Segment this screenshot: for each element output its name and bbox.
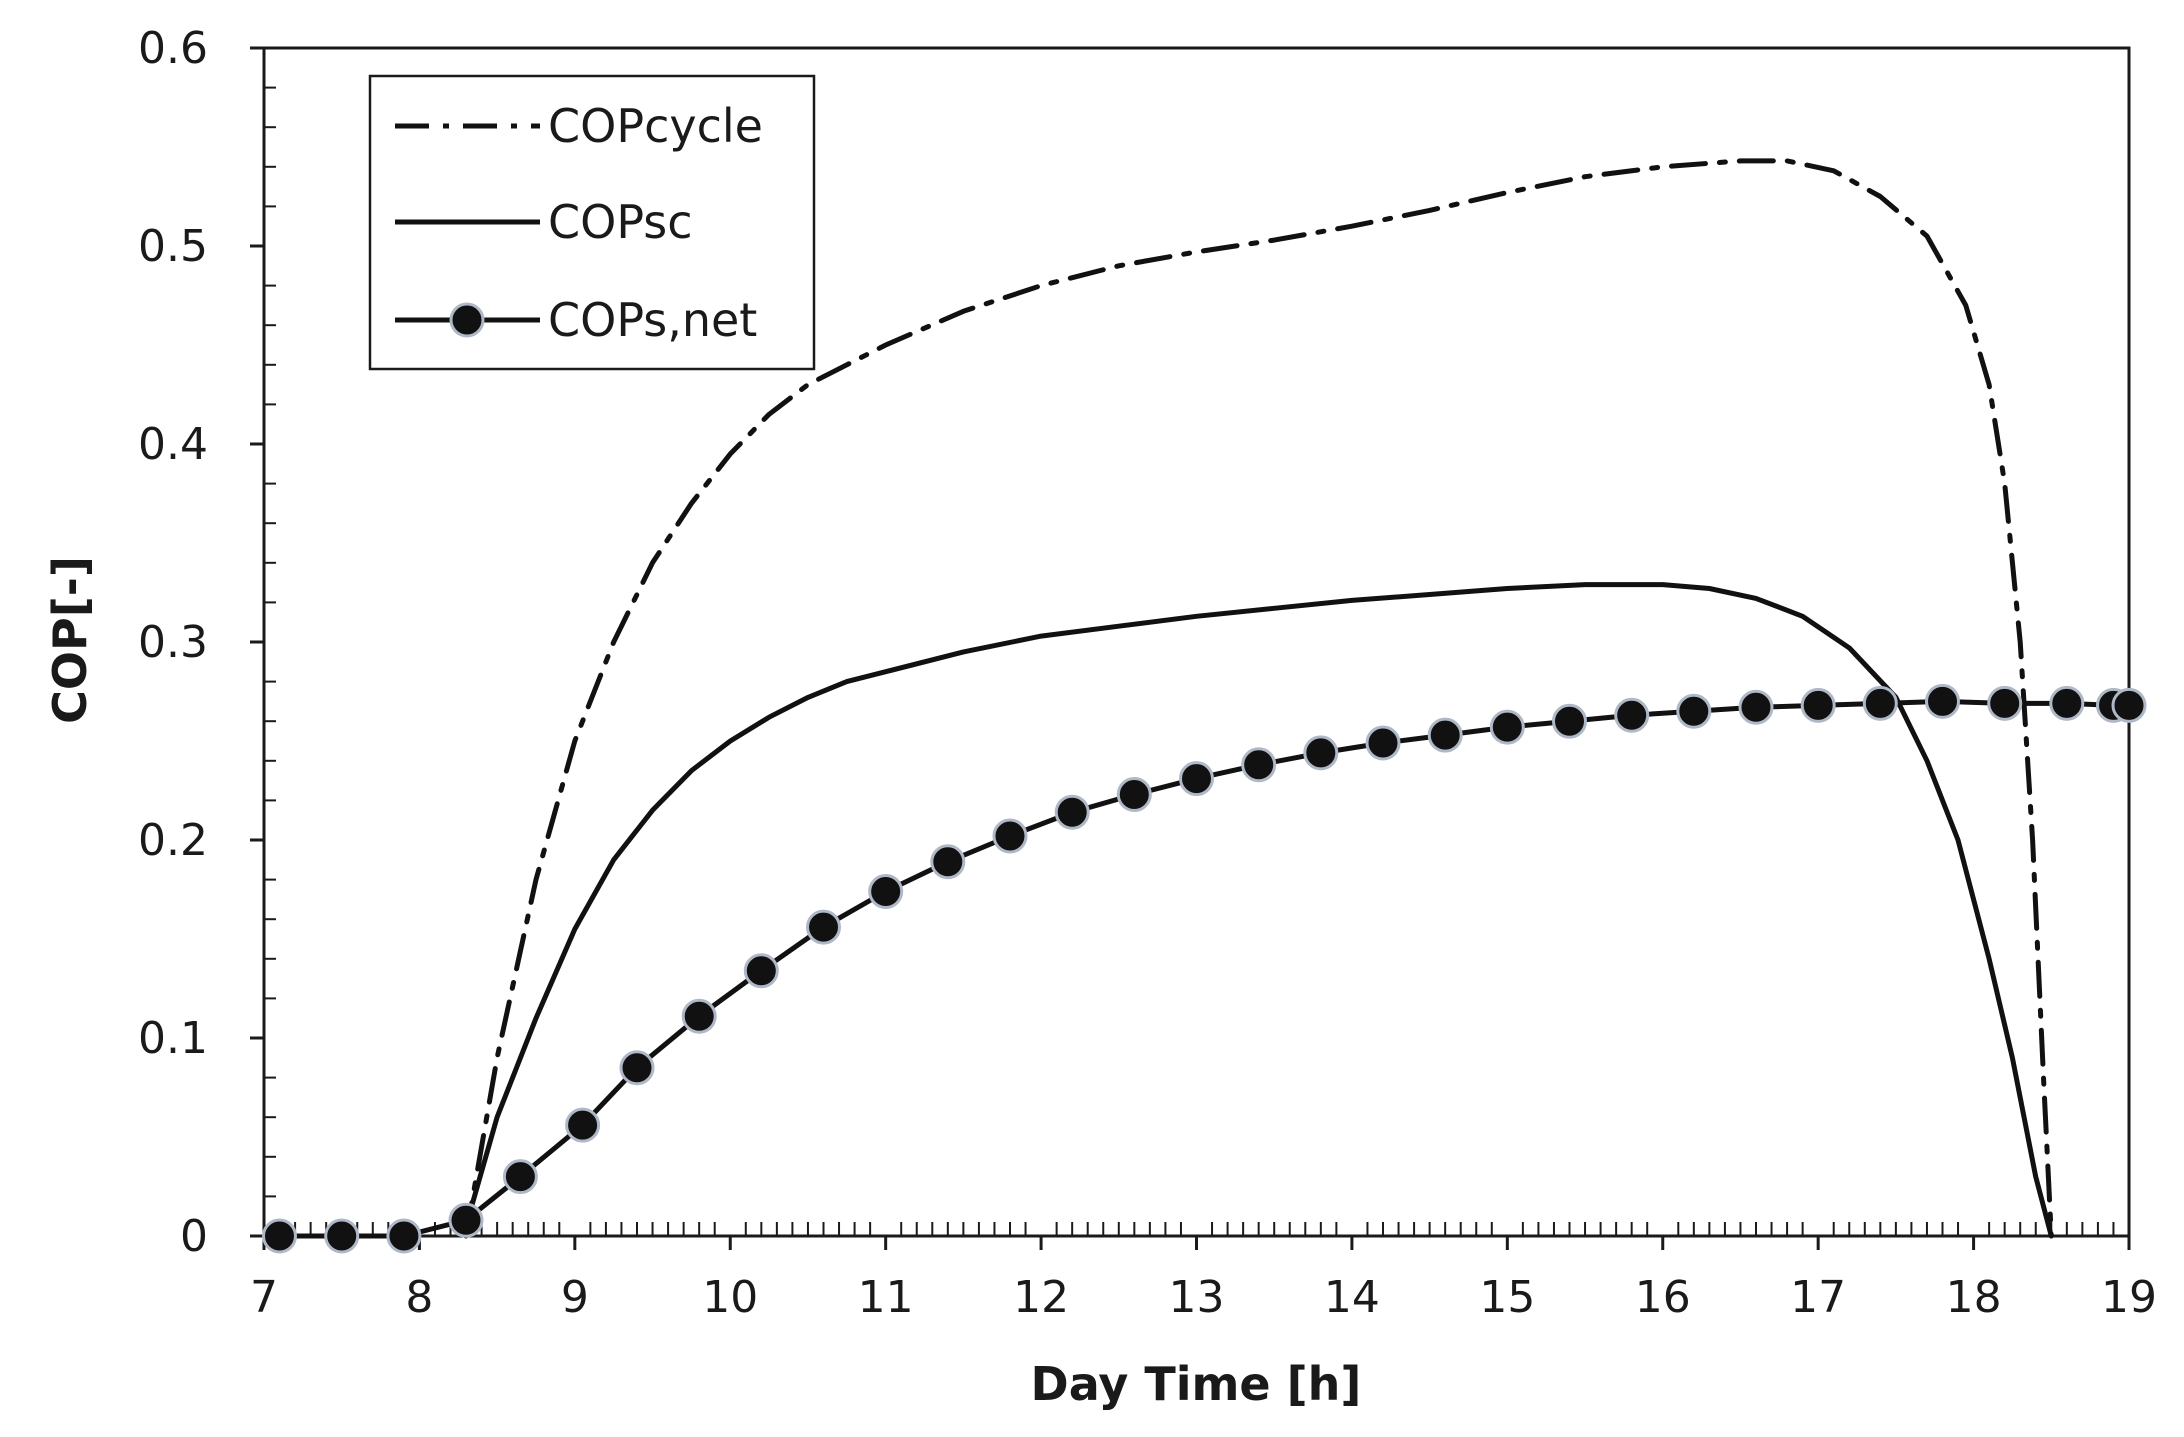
x-tick-label: 10 xyxy=(702,1272,758,1323)
data-point-copsnet xyxy=(992,818,1028,854)
data-point-copsnet xyxy=(1552,703,1587,739)
data-point-copsnet xyxy=(1738,689,1774,725)
legend-item-copsc: COPsc xyxy=(395,195,693,249)
x-axis-ticks: 7 8 9 10 11 12 13 14 15 16 17 18 19 xyxy=(250,1236,2157,1323)
data-point-copsnet xyxy=(1116,777,1152,812)
x-tick-label: 15 xyxy=(1479,1272,1535,1323)
legend-label-copsnet: COPs,net xyxy=(548,293,757,347)
data-point-copsnet xyxy=(806,909,841,945)
legend: COPcycle COPsc COPs,net xyxy=(368,74,816,371)
series-layer xyxy=(262,158,2147,1254)
data-point-copsnet xyxy=(1987,685,2023,721)
x-tick-label: 14 xyxy=(1324,1272,1380,1323)
y-tick-label: 0.1 xyxy=(138,1013,208,1064)
data-point-copsnet xyxy=(386,1218,422,1254)
data-point-copsnet xyxy=(1676,693,1712,729)
data-point-copsnet xyxy=(2049,685,2085,721)
x-tick-label: 17 xyxy=(1790,1272,1846,1323)
data-point-copsnet xyxy=(1179,761,1214,797)
legend-item-copsnet: COPs,net xyxy=(395,293,757,347)
data-point-copsnet xyxy=(502,1159,538,1195)
y-tick-label: 0.5 xyxy=(138,221,208,272)
x-tick-label: 16 xyxy=(1635,1272,1691,1323)
y-tick-label: 0.4 xyxy=(138,419,208,470)
x-tick-label: 18 xyxy=(1946,1272,2002,1323)
data-point-copsnet xyxy=(1303,735,1339,771)
data-point-copsnet xyxy=(262,1218,297,1254)
data-point-copsnet xyxy=(1862,685,1898,721)
series-line-copsc xyxy=(463,582,2054,1239)
y-axis-ticks: 0 0.1 0.2 0.3 0.4 0.5 0.6 xyxy=(138,23,276,1262)
y-tick-label: 0.2 xyxy=(138,815,208,866)
y-tick-label: 0.6 xyxy=(138,23,208,74)
x-tick-label: 8 xyxy=(405,1272,433,1323)
data-point-copsnet xyxy=(930,844,966,880)
x-axis-title: Day Time [h] xyxy=(1031,1357,1362,1411)
legend-label-copcycle: COPcycle xyxy=(548,99,763,153)
data-point-copsnet xyxy=(565,1107,601,1143)
data-point-copsnet xyxy=(1800,687,1836,723)
data-point-copsnet xyxy=(1054,794,1090,830)
data-point-copsnet xyxy=(681,998,717,1034)
data-point-copsnet xyxy=(1427,717,1463,753)
data-point-copsnet xyxy=(1365,725,1401,761)
x-tick-label: 13 xyxy=(1169,1272,1225,1323)
data-point-copsnet xyxy=(1614,697,1650,733)
x-tick-label: 19 xyxy=(2101,1272,2157,1323)
y-tick-label: 0.3 xyxy=(138,617,208,668)
legend-item-copcycle: COPcycle xyxy=(395,99,763,153)
data-point-copsnet xyxy=(2111,687,2147,723)
y-axis-title: COP[-] xyxy=(43,556,97,724)
y-tick-label: 0 xyxy=(180,1211,208,1262)
data-point-copsnet xyxy=(1489,709,1525,745)
data-point-copsnet xyxy=(743,953,779,989)
legend-marker-copsnet xyxy=(449,302,485,338)
data-point-copsnet xyxy=(619,1050,655,1086)
data-point-copsnet xyxy=(1925,683,1960,719)
data-point-copsnet xyxy=(868,874,904,909)
x-tick-label: 9 xyxy=(561,1272,589,1323)
data-point-copsnet xyxy=(324,1218,360,1254)
legend-label-copsc: COPsc xyxy=(548,195,693,249)
x-tick-label: 12 xyxy=(1013,1272,1069,1323)
x-tick-label: 11 xyxy=(858,1272,914,1323)
data-point-copsnet xyxy=(448,1202,484,1238)
data-point-copsnet xyxy=(1241,747,1277,783)
x-tick-label: 7 xyxy=(250,1272,278,1323)
